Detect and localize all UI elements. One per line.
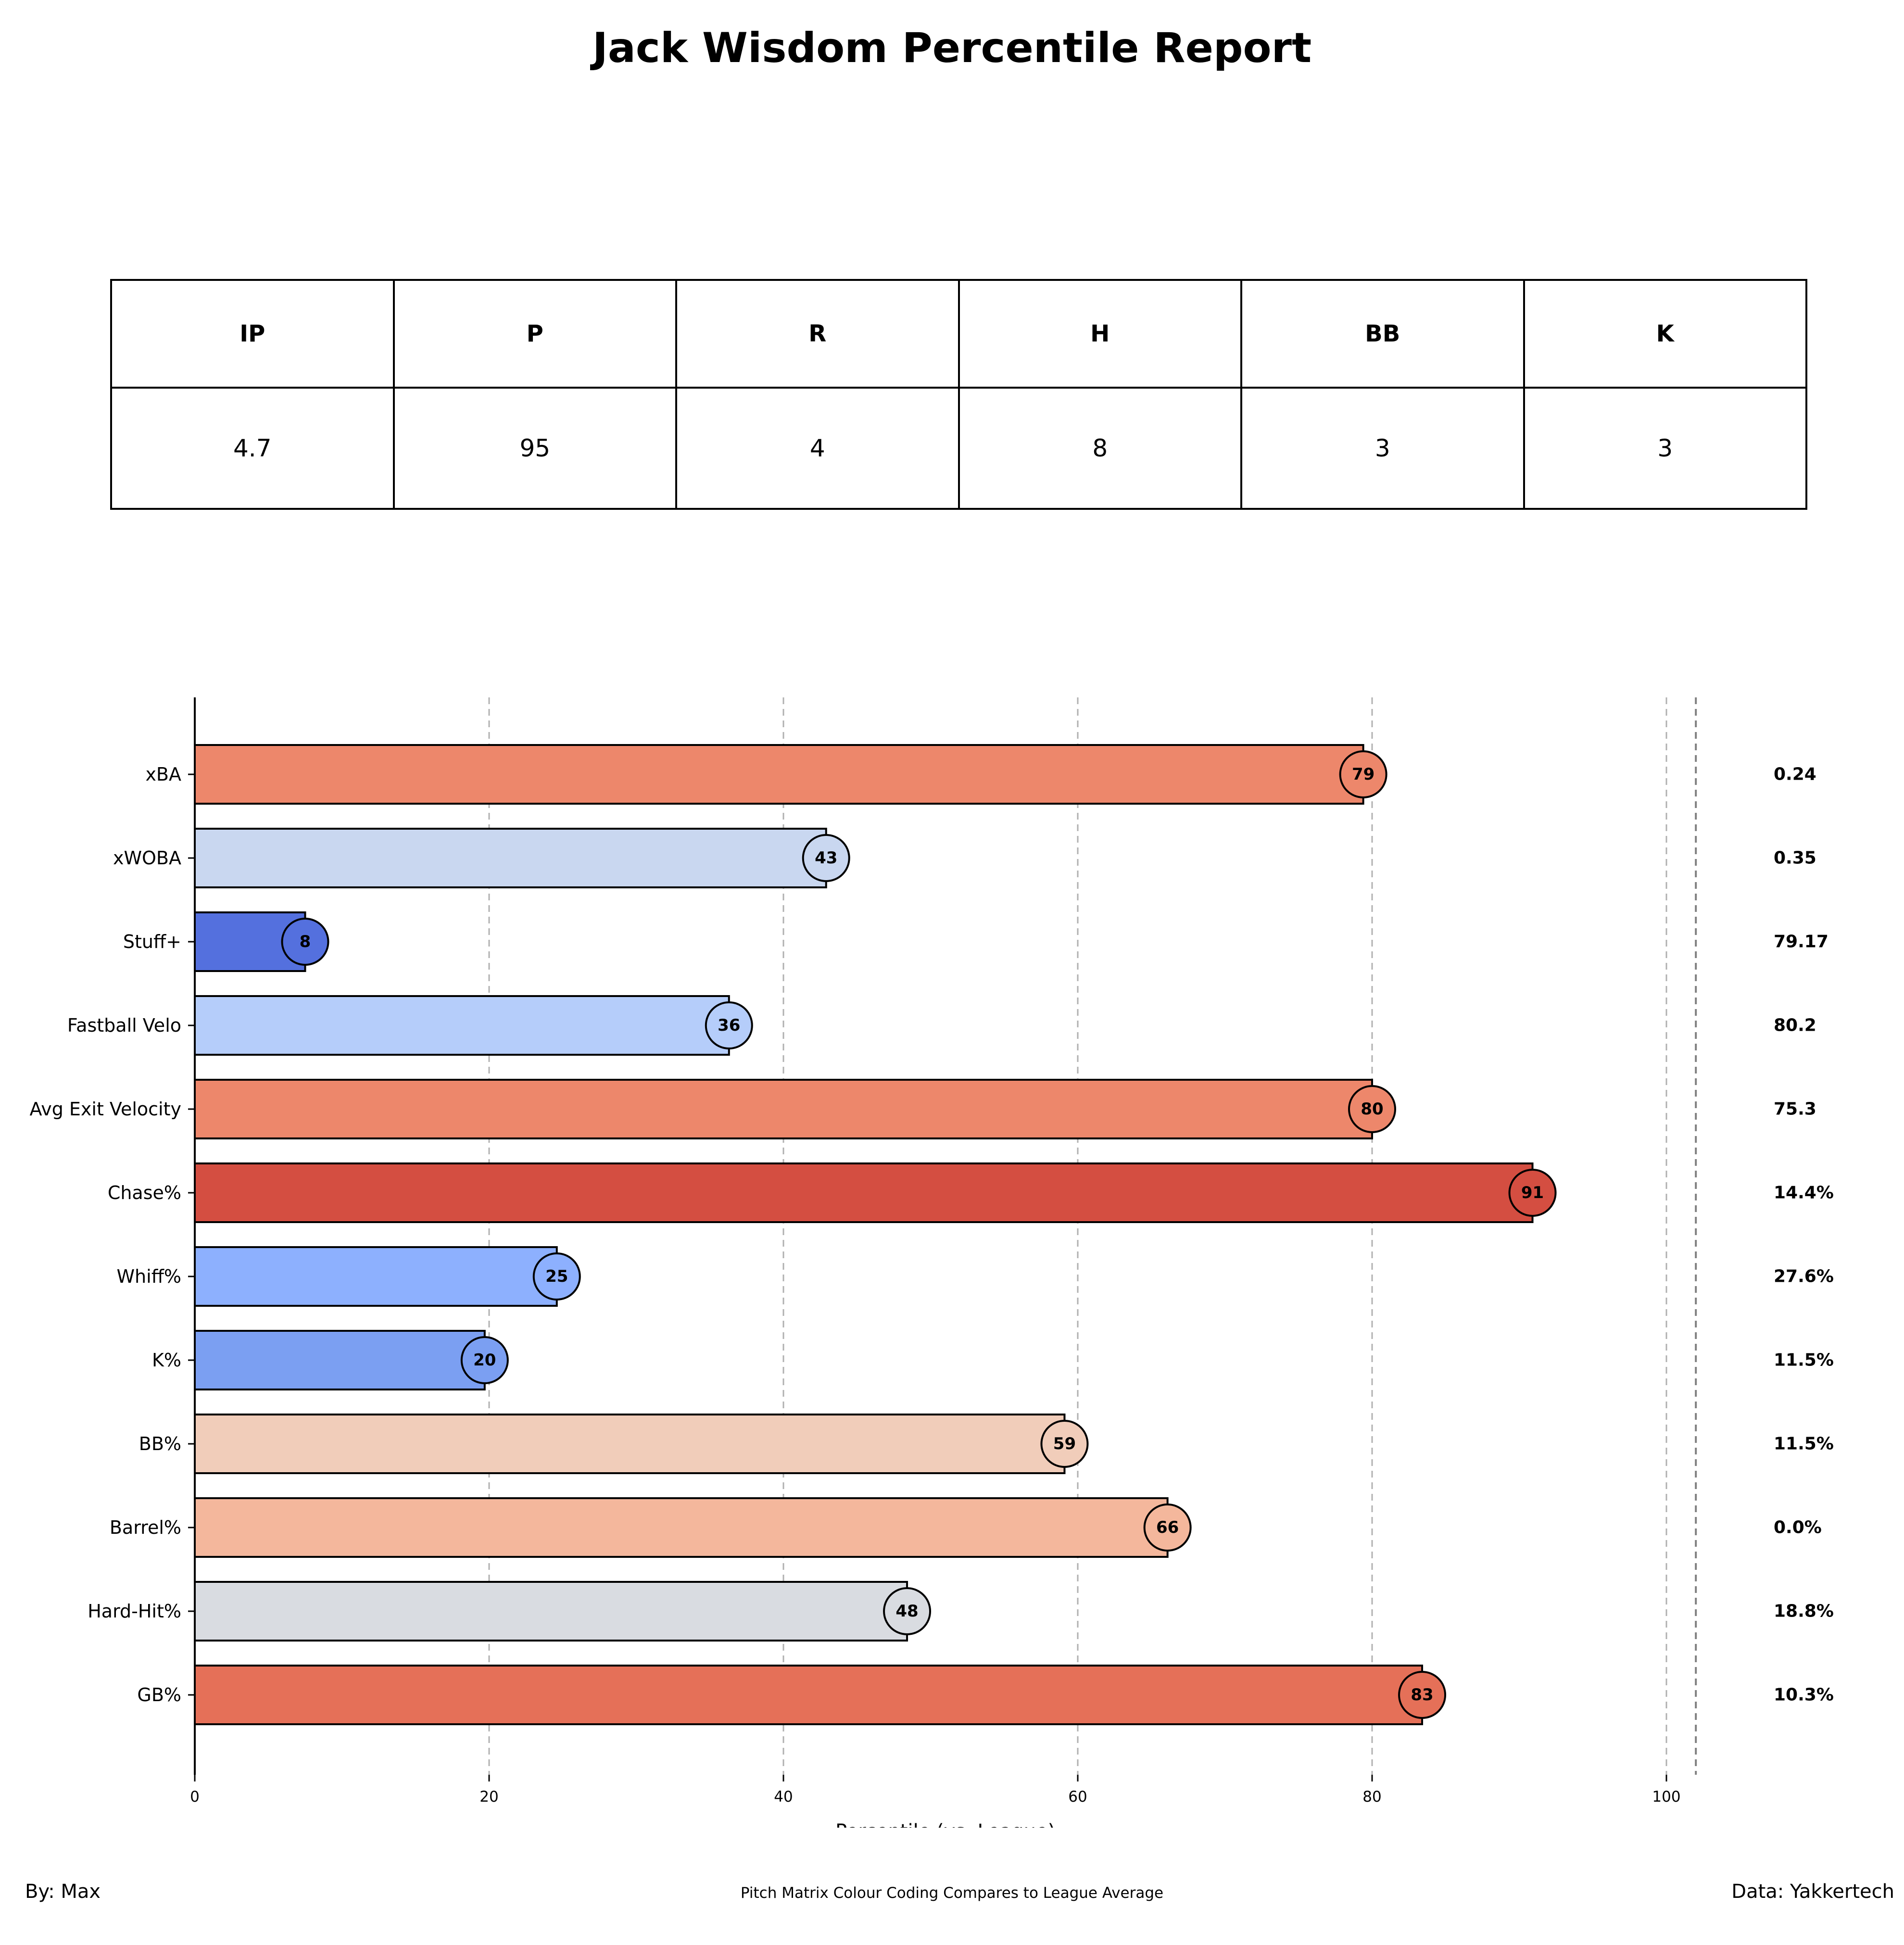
y-tick-label: K% (152, 1350, 181, 1371)
y-tick-label: Barrel% (110, 1517, 181, 1538)
stats-table: IP P R H BB K 4.7 95 4 8 3 3 (110, 279, 1807, 510)
percentile-marker (1398, 1671, 1447, 1719)
percentile-marker (883, 1587, 932, 1635)
x-tick-label: 60 (1068, 1788, 1087, 1806)
y-tick-label: GB% (137, 1684, 181, 1705)
stats-header-bb: BB (1240, 279, 1525, 389)
percentile-label: 91 (1521, 1183, 1544, 1202)
stats-value-ip: 4.7 (110, 387, 395, 510)
percentile-marker (1040, 1420, 1089, 1468)
bar (194, 995, 730, 1056)
x-tick-label: 80 (1362, 1788, 1381, 1806)
y-tick-label: Whiff% (116, 1266, 181, 1287)
y-tick-label: xBA (145, 764, 181, 785)
y-tick-label: Chase% (108, 1182, 181, 1203)
raw-value-label: 10.3% (1774, 1685, 1834, 1705)
x-tick-label: 0 (190, 1788, 200, 1806)
stats-value-r: 4 (675, 387, 960, 510)
stats-header-k: K (1523, 279, 1807, 389)
bar (194, 1162, 1534, 1223)
percentile-marker (1348, 1085, 1396, 1133)
percentile-label: 83 (1411, 1685, 1433, 1705)
percentile-bar-chart: xBA 79 0.24 xWOBA 43 0.35 Stuff+ 8 79.17 Fastball… (29, 697, 1834, 1828)
y-tick-label: Fastball Velo (67, 1015, 181, 1036)
stats-header-p: P (392, 279, 677, 389)
bar (194, 1414, 1066, 1474)
percentile-marker (705, 1001, 753, 1049)
x-tick-label: 40 (774, 1788, 793, 1806)
y-tick-label: BB% (139, 1433, 181, 1454)
percentile-label: 25 (545, 1267, 568, 1286)
x-axis-label: Percentile (vs. League) (835, 1820, 1055, 1828)
percentile-label: 20 (473, 1351, 496, 1370)
percentile-label: 59 (1053, 1434, 1076, 1453)
percentile-label: 48 (895, 1602, 918, 1621)
percentile-marker (802, 834, 850, 882)
bar (194, 828, 827, 888)
percentile-marker (281, 918, 329, 966)
percentile-label: 79 (1352, 765, 1374, 784)
y-tick-label: xWOBA (113, 847, 181, 869)
stats-header-ip: IP (110, 279, 395, 389)
bar (194, 1246, 558, 1307)
stats-header-row: IP P R H BB K (110, 279, 1807, 389)
bar (194, 1581, 908, 1642)
percentile-marker (1508, 1169, 1557, 1217)
stats-value-row: 4.7 95 4 8 3 3 (110, 387, 1807, 510)
raw-value-label: 80.2 (1774, 1016, 1816, 1036)
percentile-marker (1339, 750, 1387, 798)
bar (194, 1665, 1424, 1725)
raw-value-label: 14.4% (1774, 1183, 1834, 1203)
percentile-label: 36 (718, 1016, 740, 1035)
stats-header-h: H (958, 279, 1242, 389)
percentile-marker (1143, 1503, 1192, 1552)
bar (194, 744, 1364, 805)
y-tick-label: Hard-Hit% (88, 1601, 181, 1622)
raw-value-label: 0.0% (1774, 1518, 1822, 1538)
stats-header-r: R (675, 279, 960, 389)
percentile-marker (460, 1336, 509, 1384)
x-tick-label: 100 (1652, 1788, 1680, 1806)
percentile-label: 8 (300, 932, 311, 951)
raw-value-label: 0.24 (1774, 765, 1816, 784)
raw-value-label: 11.5% (1774, 1434, 1834, 1454)
percentile-label: 43 (815, 848, 837, 868)
raw-value-label: 18.8% (1774, 1602, 1834, 1621)
bar (194, 1497, 1169, 1558)
bar (194, 1330, 486, 1390)
stats-value-bb: 3 (1240, 387, 1525, 510)
raw-value-label: 75.3 (1774, 1099, 1816, 1119)
footer-credit: By: Max (25, 1881, 101, 1903)
raw-value-label: 79.17 (1774, 932, 1828, 952)
stats-value-k: 3 (1523, 387, 1807, 510)
y-tick-label: Avg Exit Velocity (29, 1099, 181, 1120)
page-title: Jack Wisdom Percentile Report (592, 24, 1312, 72)
raw-value-label: 11.5% (1774, 1351, 1834, 1370)
footer-source: Data: Yakkertech (1731, 1881, 1894, 1903)
stats-value-h: 8 (958, 387, 1242, 510)
raw-value-label: 27.6% (1774, 1267, 1834, 1287)
percentile-label: 66 (1156, 1518, 1179, 1537)
y-tick-label: Stuff+ (123, 931, 181, 952)
x-tick-label: 20 (479, 1788, 498, 1806)
bar (194, 1079, 1373, 1139)
stats-value-p: 95 (392, 387, 677, 510)
raw-value-label: 0.35 (1774, 848, 1816, 868)
percentile-marker (532, 1252, 581, 1301)
percentile-label: 80 (1361, 1099, 1383, 1119)
footer-note: Pitch Matrix Colour Coding Compares to L… (740, 1884, 1164, 1902)
